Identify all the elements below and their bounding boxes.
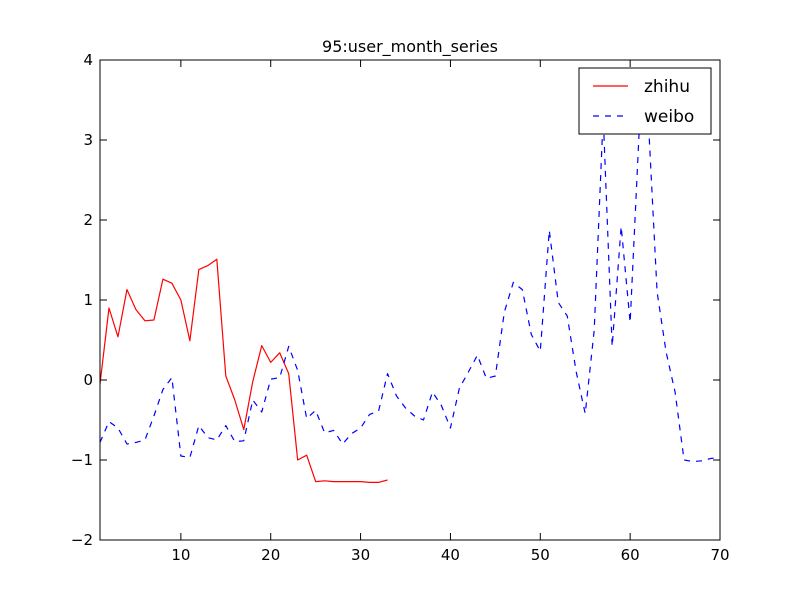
x-tick-label: 60 [621,546,640,564]
legend-label-zhihu: zhihu [644,77,690,97]
y-tick-label: 1 [83,291,93,309]
x-tick-label: 50 [531,546,550,564]
chart-title: 95:user_month_series [322,37,498,57]
y-tick-label: 4 [83,51,93,69]
x-tick-label: 10 [171,546,190,564]
y-tick-label: −1 [71,451,93,469]
x-tick-label: 70 [710,546,729,564]
axis-ticks: 10 20 30 40 50 60 70 −2 −1 0 1 2 3 4 [71,51,730,564]
legend: zhihu weibo [578,67,712,135]
x-tick-label: 30 [351,546,370,564]
y-tick-label: 2 [83,211,93,229]
plot-frame [99,59,721,541]
plot-area [100,60,720,540]
y-tick-label: 3 [83,131,93,149]
y-tick-label: −2 [71,531,93,549]
y-tick-label: 0 [83,371,93,389]
series-line-weibo [100,115,720,463]
plot-content [100,115,720,483]
legend-label-weibo: weibo [644,107,694,127]
series-line-zhihu [100,258,388,483]
legend-box [578,67,712,135]
x-tick-label: 20 [261,546,280,564]
x-tick-label: 40 [441,546,460,564]
